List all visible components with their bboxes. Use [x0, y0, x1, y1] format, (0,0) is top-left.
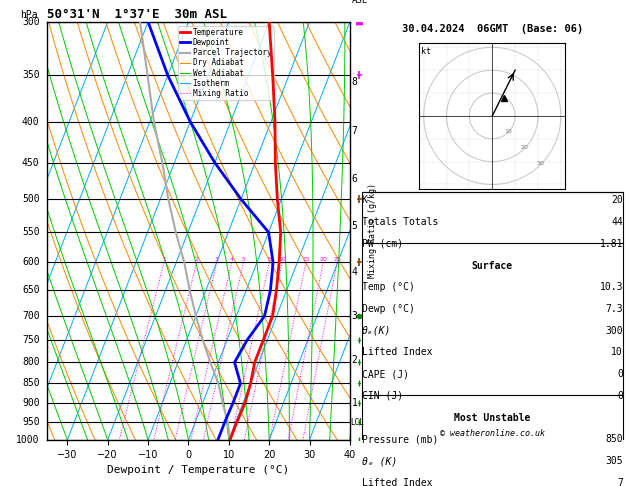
Text: K: K	[362, 195, 367, 205]
Text: Totals Totals: Totals Totals	[362, 217, 438, 227]
Text: 6: 6	[352, 174, 357, 184]
Text: 500: 500	[22, 194, 40, 204]
Text: Most Unstable: Most Unstable	[454, 413, 530, 423]
Text: 10: 10	[611, 347, 623, 358]
Text: LCL: LCL	[350, 417, 364, 427]
Text: 8: 8	[352, 77, 357, 87]
Text: 900: 900	[22, 398, 40, 408]
Text: 1: 1	[352, 398, 357, 408]
Text: CIN (J): CIN (J)	[362, 391, 403, 401]
Text: 800: 800	[22, 357, 40, 367]
Text: 20: 20	[320, 258, 327, 262]
Text: 30: 30	[537, 161, 544, 166]
Text: 350: 350	[22, 70, 40, 80]
Text: 305: 305	[605, 456, 623, 466]
Text: 300: 300	[605, 326, 623, 336]
Text: 50°31'N  1°37'E  30m ASL: 50°31'N 1°37'E 30m ASL	[47, 8, 227, 21]
Text: 850: 850	[22, 379, 40, 388]
Text: 650: 650	[22, 285, 40, 295]
Text: km
ASL: km ASL	[352, 0, 367, 4]
X-axis label: Dewpoint / Temperature (°C): Dewpoint / Temperature (°C)	[108, 465, 289, 475]
Text: Lifted Index: Lifted Index	[362, 347, 432, 358]
Text: 5: 5	[242, 258, 245, 262]
Text: 2: 2	[352, 355, 357, 365]
Text: CAPE (J): CAPE (J)	[362, 369, 409, 379]
Text: 25: 25	[333, 258, 341, 262]
Text: 7.3: 7.3	[605, 304, 623, 314]
Text: © weatheronline.co.uk: © weatheronline.co.uk	[440, 429, 545, 438]
Text: Pressure (mb): Pressure (mb)	[362, 434, 438, 444]
Text: 300: 300	[22, 17, 40, 27]
Text: 3: 3	[352, 311, 357, 321]
Text: θₑ (K): θₑ (K)	[362, 456, 397, 466]
Text: 700: 700	[22, 311, 40, 321]
Text: 750: 750	[22, 335, 40, 345]
Text: θₑ(K): θₑ(K)	[362, 326, 391, 336]
Text: 10.3: 10.3	[599, 282, 623, 292]
Text: 10: 10	[504, 129, 512, 135]
Text: 20: 20	[611, 195, 623, 205]
Text: 400: 400	[22, 117, 40, 127]
Text: 950: 950	[22, 417, 40, 427]
Text: 4: 4	[230, 258, 233, 262]
Text: 15: 15	[302, 258, 309, 262]
Legend: Temperature, Dewpoint, Parcel Trajectory, Dry Adiabat, Wet Adiabat, Isotherm, Mi: Temperature, Dewpoint, Parcel Trajectory…	[178, 26, 274, 100]
Text: Lifted Index: Lifted Index	[362, 478, 432, 486]
Text: Mixing Ratio (g/kg): Mixing Ratio (g/kg)	[368, 183, 377, 278]
Text: 850: 850	[605, 434, 623, 444]
Text: 10: 10	[278, 258, 286, 262]
Text: 0: 0	[617, 369, 623, 379]
Text: 44: 44	[611, 217, 623, 227]
Text: kt: kt	[421, 47, 431, 56]
Text: 8: 8	[267, 258, 271, 262]
Text: 5: 5	[352, 221, 357, 231]
Text: 1000: 1000	[16, 435, 40, 445]
Text: 7: 7	[617, 478, 623, 486]
Text: 4: 4	[352, 267, 357, 277]
Text: 0: 0	[617, 391, 623, 401]
Text: 7: 7	[352, 126, 357, 136]
Text: 20: 20	[520, 145, 528, 150]
Text: 30.04.2024  06GMT  (Base: 06): 30.04.2024 06GMT (Base: 06)	[402, 24, 583, 34]
Text: 3: 3	[214, 258, 219, 262]
Text: 2: 2	[194, 258, 199, 262]
Text: Surface: Surface	[472, 260, 513, 271]
Text: 600: 600	[22, 258, 40, 267]
Text: 1: 1	[162, 258, 166, 262]
Text: Temp (°C): Temp (°C)	[362, 282, 415, 292]
Text: Dewp (°C): Dewp (°C)	[362, 304, 415, 314]
Text: 550: 550	[22, 227, 40, 237]
Text: 450: 450	[22, 157, 40, 168]
Text: PW (cm): PW (cm)	[362, 239, 403, 249]
Text: hPa: hPa	[20, 10, 38, 20]
Text: 1.81: 1.81	[599, 239, 623, 249]
